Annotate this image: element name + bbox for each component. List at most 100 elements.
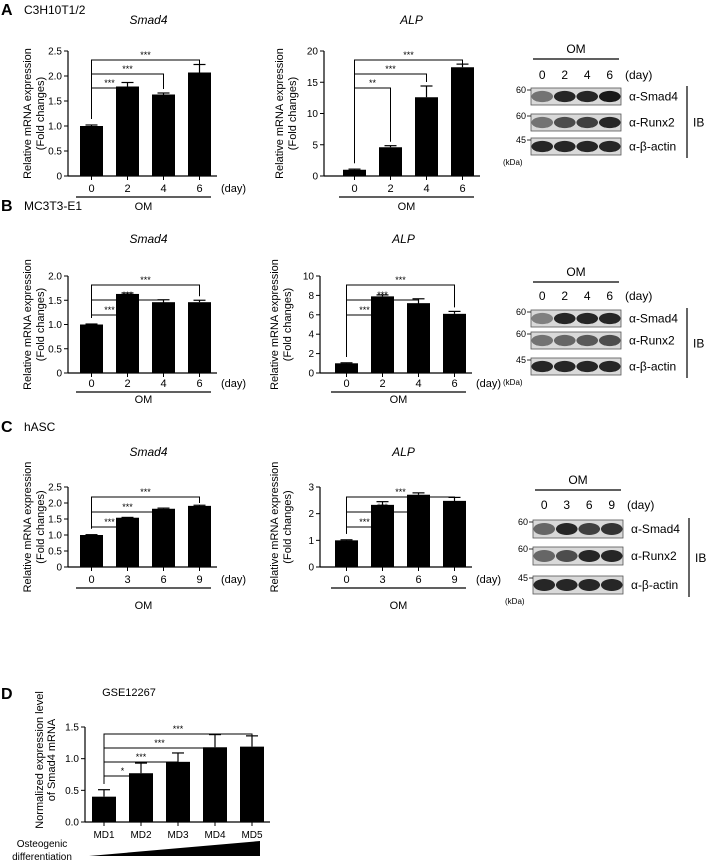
bar [188,505,211,567]
x-tick-label: MD1 [93,830,115,841]
bar [240,746,264,822]
x-tick-label: 9 [451,574,457,586]
significance-bracket [346,284,455,357]
y-tick-label: 0.0 [65,818,79,829]
bar [152,302,175,373]
chart-title: Smad4 [129,232,167,246]
significance-label: *** [140,50,151,60]
blot-ib-label: IB [693,337,704,351]
chart-b-smad4: Smad4 0 0.5 1.0 1.5 2.0 Relative mRNA expressi… [22,232,246,406]
bar [371,296,394,373]
blot-band [598,90,621,103]
significance-label: *** [385,64,396,74]
blot-strip [532,519,624,539]
panel-d-ylabel-line2: of Smad4 mRNA [46,718,58,801]
x-tick-label: 6 [459,183,465,195]
blot-band [578,579,601,591]
bar [80,324,103,373]
y-tick-label: 0 [56,369,62,380]
x-unit-label: (day) [476,574,501,586]
blot-marker-label: 60 [518,544,528,554]
y-tick-label: 2.5 [48,483,62,494]
blot-kda-label: (kDa) [503,158,523,167]
x-tick-label: 0 [343,378,349,390]
significance-bracket [103,775,142,784]
y-axis-title: Relative mRNA expression [22,48,34,179]
significance-label: *** [403,50,414,60]
x-tick-label: 6 [415,574,421,586]
x-tick-label: 2 [387,183,393,195]
blot-band [598,116,621,129]
blot-antibody-label: α-β-actin [629,360,676,374]
blot-lane-label: 4 [584,289,591,303]
significance-bracket [354,87,391,164]
y-tick-label: 1.0 [48,320,62,331]
y-axis-subtitle: (Fold changes) [287,77,299,150]
blot-marker-label: 60 [518,517,528,527]
blot-strip [532,575,624,595]
bar [415,97,438,176]
blot-lane-label: 0 [541,498,548,512]
blot-kda-label: (kDa) [503,378,523,387]
x-tick-label: MD2 [130,830,152,841]
y-tick-label: 4 [308,330,314,341]
cell-label-c: hASC [24,420,56,434]
blot-marker-label: 45 [518,573,528,583]
x-tick-label: 3 [124,574,130,586]
significance-bracket [91,299,164,319]
x-tick-label: 6 [160,574,166,586]
bar [188,302,211,373]
bar [407,494,430,567]
significance-label: *** [104,305,115,315]
y-tick-label: 1 [308,536,314,547]
significance-label: ** [369,78,377,88]
bar [443,500,466,567]
bar [203,747,227,822]
significance-bracket [346,526,383,534]
bar [407,303,430,373]
blot-unit-label: (day) [625,68,652,82]
bar [152,508,175,567]
blot-band [553,360,576,373]
y-tick-label: 10 [307,109,319,120]
blot-ib-label: IB [693,116,704,130]
blot-lane-label: 2 [561,289,568,303]
significance-bracket [91,59,200,119]
chart-title: ALP [391,232,415,246]
blot-band [555,579,578,591]
x-tick-label: 9 [196,574,202,586]
significance-label: *** [359,305,370,315]
bar [188,72,211,176]
blot-unit-label: (day) [625,289,652,303]
significance-label: * [121,766,125,776]
x-tick-label: 3 [379,574,385,586]
blot-band [555,550,578,562]
blot-marker-label: 45 [516,135,526,145]
cell-label-b: MC3T3-E1 [24,199,82,213]
group-label: OM [398,201,416,213]
blot-band [598,334,621,347]
blot-group-label: OM [566,265,585,279]
x-unit-label: (day) [476,378,501,390]
x-unit-label: (day) [221,378,246,390]
x-tick-label: 4 [160,183,166,195]
blot-ib-label: IB [695,551,706,565]
blot-antibody-label: α-β-actin [631,578,678,592]
blot-band [531,140,554,153]
blot-group-label: OM [568,473,587,487]
blot-band [576,116,599,129]
blot-strip [530,357,622,376]
blot-band [576,140,599,153]
osteogenic-label-line1: Osteogenic [17,839,68,850]
y-axis-title: Relative mRNA expression [22,259,34,390]
chart-title: ALP [391,445,415,459]
significance-label: *** [122,290,133,300]
x-tick-label: MD3 [167,830,189,841]
blot-2: OM 0 2 4 6 (day) 60 α-Smad4 60 α-Runx2 45 α-β-actin… [503,265,704,387]
significance-bracket [91,314,128,321]
blot-strip [532,546,624,566]
significance-bracket [91,511,164,529]
x-unit-label: (day) [221,183,246,195]
group-label: OM [135,394,153,406]
